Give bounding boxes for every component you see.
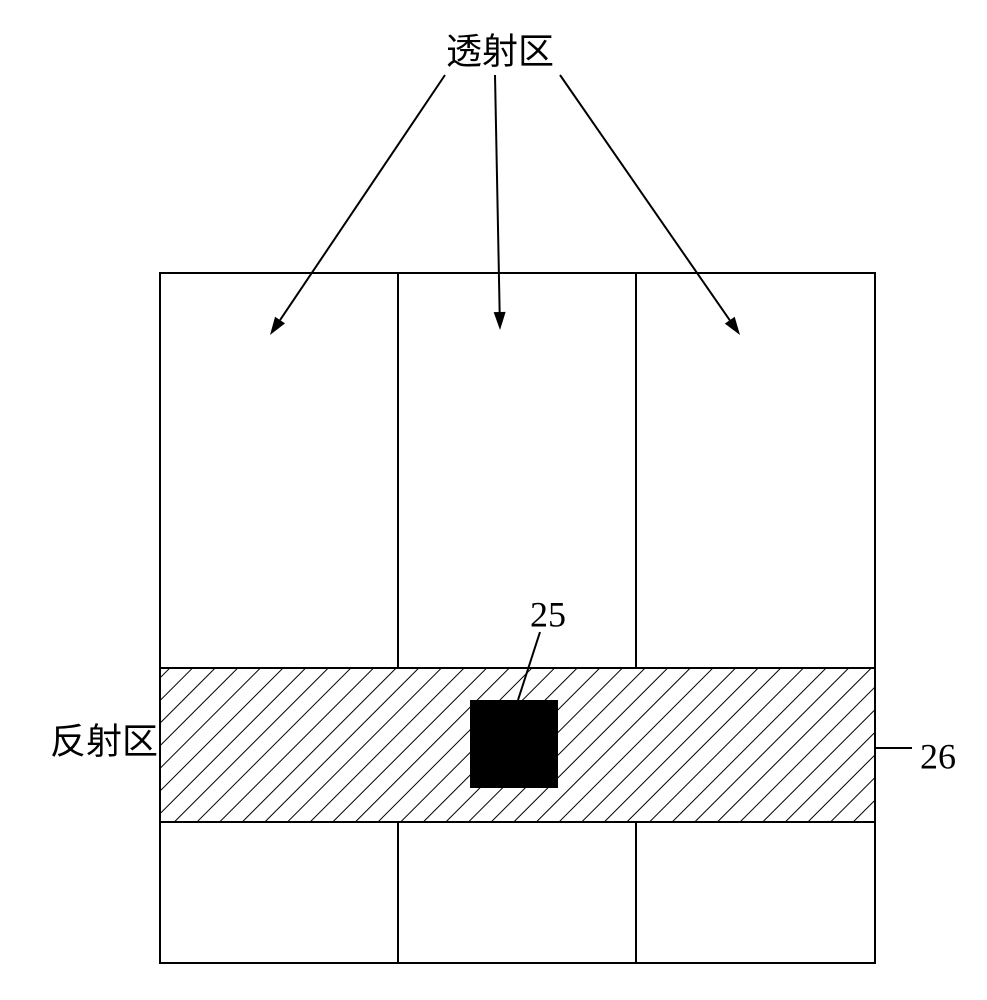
- element-25-square: [470, 700, 558, 788]
- label-left: 反射区: [50, 721, 158, 761]
- label-num25: 25: [530, 594, 566, 634]
- diagram-root: [160, 273, 875, 963]
- label-top: 透射区: [446, 31, 554, 71]
- label-num26: 26: [920, 736, 956, 776]
- outer-box: [160, 273, 875, 963]
